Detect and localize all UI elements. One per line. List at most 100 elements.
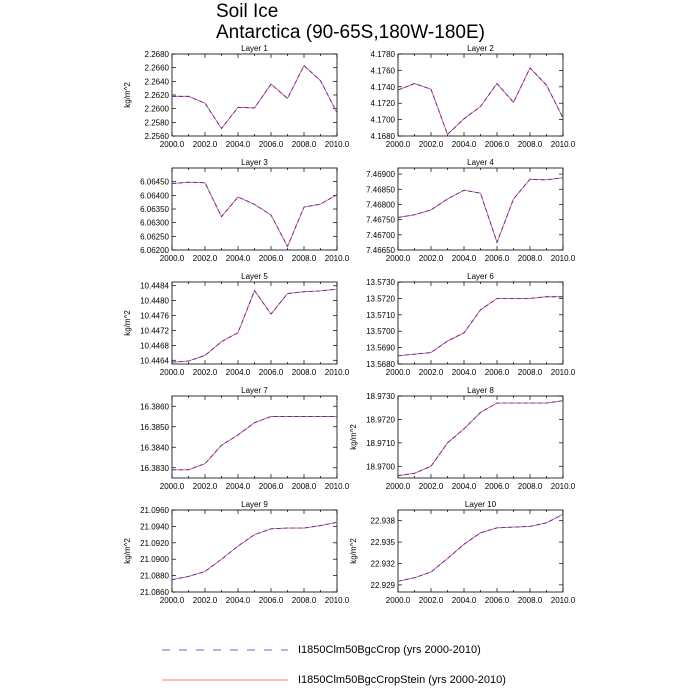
- x-tick-label: 2006.0: [259, 368, 284, 377]
- x-tick-label: 2000.0: [160, 368, 185, 377]
- y-tick-label: 21.0860: [140, 588, 169, 597]
- y-tick-label: 10.4484: [140, 282, 169, 291]
- panel-title-layer-9: Layer 9: [241, 500, 268, 509]
- panel-title-layer-3: Layer 3: [241, 158, 268, 167]
- panel-layer-3: Layer 3 2000.0 2002.0 2004.0 2006.0 2008.0 201…: [140, 158, 350, 263]
- x-tick-label: 2008.0: [292, 482, 317, 491]
- x-tick-label: 2000.0: [160, 596, 185, 605]
- x-tick-label: 2006.0: [485, 482, 510, 491]
- x-tick-label: 2010.0: [551, 254, 576, 263]
- x-tick-label: 2004.0: [452, 482, 477, 491]
- x-tick-label: 2000.0: [386, 140, 411, 149]
- x-tick-label: 2010.0: [551, 140, 576, 149]
- x-tick-label: 2004.0: [226, 482, 251, 491]
- y-tick-label: 13.5680: [366, 360, 395, 369]
- y-tick-label: 7.46900: [366, 170, 395, 179]
- panel-title-layer-4: Layer 4: [467, 158, 494, 167]
- x-tick-label: 2010.0: [551, 368, 576, 377]
- x-tick-label: 2000.0: [160, 482, 185, 491]
- legend-label-cropstein: I1850Clm50BgcCropStein (yrs 2000-2010): [298, 674, 506, 686]
- x-tick-label: 2000.0: [160, 254, 185, 263]
- y-tick-label: 7.46750: [366, 216, 395, 225]
- series-line-crop-layer-8: [397, 400, 564, 477]
- x-tick-label: 2010.0: [325, 596, 350, 605]
- x-tick-label: 2006.0: [485, 140, 510, 149]
- panel-layer-8: Layer 8 2000.0 2002.0 2004.0 2006.0 2008.0 201…: [349, 386, 576, 491]
- legend: I1850Clm50BgcCrop (yrs 2000-2010) I1850C…: [162, 644, 506, 686]
- panel-title-layer-5: Layer 5: [241, 272, 268, 281]
- x-tick-label: 2004.0: [226, 140, 251, 149]
- y-tick-label: 18.9730: [366, 392, 395, 401]
- x-tick-label: 2002.0: [193, 254, 218, 263]
- x-tick-label: 2006.0: [485, 596, 510, 605]
- x-tick-label: 2002.0: [193, 368, 218, 377]
- y-tick-label: 10.4464: [140, 356, 169, 365]
- x-tick-label: 2010.0: [551, 596, 576, 605]
- figure-title-line1: Soil Ice: [216, 1, 278, 22]
- plot-frame-layer-6: [397, 281, 564, 365]
- y-tick-label: 4.1740: [371, 83, 396, 92]
- x-tick-label: 2010.0: [325, 482, 350, 491]
- y-tick-label: 21.0920: [140, 539, 169, 548]
- x-tick-label: 2006.0: [259, 482, 284, 491]
- x-tick-label: 2010.0: [551, 482, 576, 491]
- x-tick-label: 2008.0: [518, 482, 543, 491]
- y-tick-label: 13.5700: [366, 327, 395, 336]
- y-tick-label: 16.3830: [140, 464, 169, 473]
- series-line-crop-layer-9: [171, 521, 338, 581]
- x-tick-label: 2002.0: [193, 482, 218, 491]
- y-tick-label: 2.2660: [145, 64, 170, 73]
- x-tick-label: 2002.0: [419, 368, 444, 377]
- x-tick-label: 2008.0: [518, 596, 543, 605]
- x-tick-label: 2004.0: [452, 140, 477, 149]
- x-tick-label: 2004.0: [226, 368, 251, 377]
- plot-frame-layer-9: [171, 509, 338, 593]
- y-tick-label: 7.46800: [366, 200, 395, 209]
- x-tick-label: 2008.0: [292, 140, 317, 149]
- y-tick-label: 6.06200: [140, 246, 169, 255]
- x-tick-label: 2002.0: [419, 482, 444, 491]
- plot-frame-layer-3: [171, 167, 338, 251]
- y-tick-label: 4.1780: [371, 50, 396, 59]
- x-tick-label: 2004.0: [226, 596, 251, 605]
- panel-layer-10: Layer 10 2000.0 2002.0 2004.0 2006.0 2008.0 20…: [349, 500, 576, 605]
- plot-frame-layer-1: [171, 53, 338, 137]
- y-tick-label: 7.46850: [366, 185, 395, 194]
- x-tick-label: 2000.0: [386, 596, 411, 605]
- plot-frame-layer-5: [171, 281, 338, 365]
- series-line-crop-layer-1: [172, 64, 338, 130]
- y-tick-label: 6.06450: [140, 178, 169, 187]
- panel-layer-4: Layer 4 2000.0 2002.0 2004.0 2006.0 2008.0 201…: [366, 158, 576, 263]
- y-tick-label: 22.932: [371, 559, 396, 568]
- y-tick-label: 13.5720: [366, 294, 395, 303]
- y-tick-label: 22.935: [371, 538, 396, 547]
- x-tick-label: 2004.0: [452, 596, 477, 605]
- x-tick-label: 2006.0: [259, 254, 284, 263]
- x-tick-label: 2006.0: [259, 140, 284, 149]
- series-line-cropstein-layer-9: [171, 521, 338, 581]
- panel-layer-1: Layer 1 2000.0 2002.0 2004.0 2006.0 2008.0 201…: [123, 44, 350, 149]
- y-axis-label-layer-10: kg/m^2: [349, 538, 358, 564]
- panel-title-layer-6: Layer 6: [467, 272, 494, 281]
- y-tick-label: 2.2640: [145, 77, 170, 86]
- series-line-crop-layer-3: [171, 181, 338, 248]
- y-tick-label: 4.1720: [371, 99, 396, 108]
- y-tick-label: 21.0940: [140, 522, 169, 531]
- y-tick-label: 10.4468: [140, 341, 169, 350]
- x-tick-label: 2004.0: [452, 254, 477, 263]
- y-tick-label: 7.46700: [366, 231, 395, 240]
- y-tick-label: 2.2600: [145, 105, 170, 114]
- panel-layer-7: Layer 7 2000.0 2002.0 2004.0 2006.0 2008.0 201…: [140, 386, 350, 491]
- y-tick-label: 16.3860: [140, 402, 169, 411]
- x-tick-label: 2008.0: [292, 596, 317, 605]
- y-tick-label: 13.5690: [366, 344, 395, 353]
- x-tick-label: 2004.0: [452, 368, 477, 377]
- x-tick-label: 2010.0: [325, 140, 350, 149]
- plot-frame-layer-7: [171, 395, 338, 479]
- y-tick-label: 13.5730: [366, 278, 395, 287]
- x-tick-label: 2000.0: [386, 368, 411, 377]
- x-tick-label: 2006.0: [485, 254, 510, 263]
- series-line-crop-layer-2: [397, 67, 564, 136]
- figure-title-line2: Antarctica (90-65S,180W-180E): [216, 22, 485, 43]
